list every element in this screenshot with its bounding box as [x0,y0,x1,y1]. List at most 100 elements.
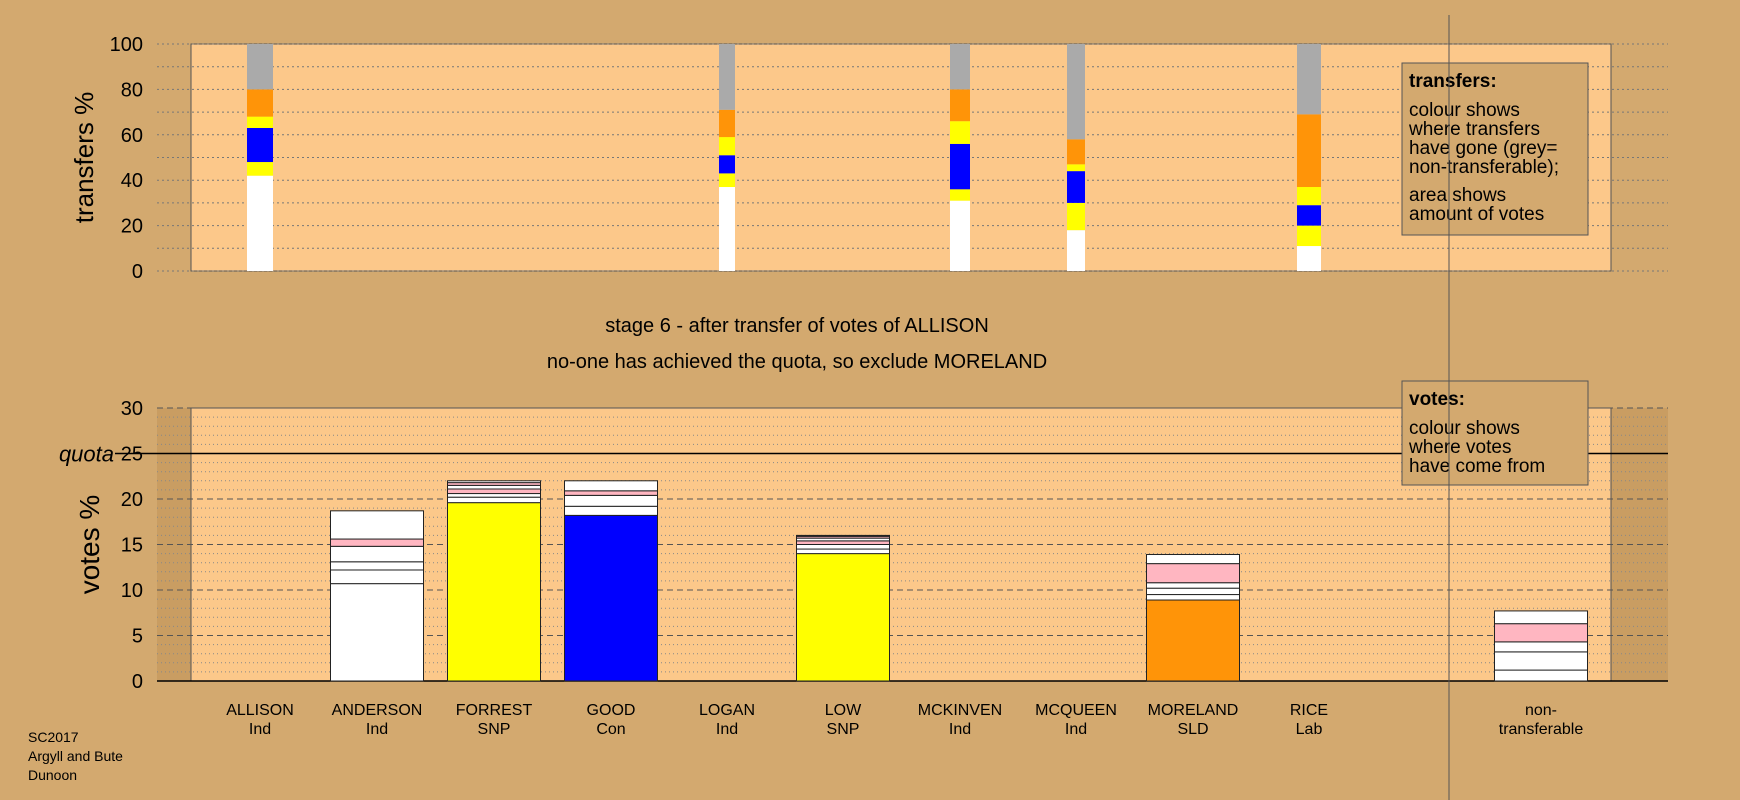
transfers-y-tick-label: 80 [121,79,143,101]
vote-segment [796,540,890,545]
votes-y-tick-label: 15 [121,535,143,557]
transfer-segment [1067,164,1085,172]
vote-segment [1146,582,1240,589]
vote-segment [447,493,541,498]
vote-segment [1494,669,1588,682]
vote-segment [330,583,424,682]
transfers-legend-line: have gone (grey= [1409,138,1557,159]
transfer-segment [719,137,735,156]
votes-legend-line: have come from [1409,456,1545,477]
transfer-segment [1297,246,1321,271]
vote-segment [447,484,541,490]
candidate-party-label: Ind [716,721,738,738]
vote-segment [447,488,541,495]
transfer-segment [1067,230,1085,271]
candidate-party-label: SLD [1177,721,1208,738]
transfer-segment [1067,139,1085,165]
vote-segment [796,553,890,682]
candidate-name-label: GOOD [587,702,636,719]
transfer-segment [247,89,273,117]
transfer-segment [1297,44,1321,115]
transfer-segment [1297,114,1321,188]
candidate-party-label: transferable [1499,721,1584,738]
candidate-party-label: Ind [949,721,971,738]
footer-line-2: Argyll and Bute [28,748,123,764]
vote-segment [1146,563,1240,584]
transfer-segment [1297,205,1321,226]
votes-y-tick-label: 10 [121,580,143,602]
vote-segment [1146,554,1240,565]
transfers-legend-line: colour shows [1409,100,1520,121]
votes-y-tick-label: 25 [121,444,143,466]
vote-segment [564,490,658,496]
transfers-y-tick-label: 20 [121,216,143,238]
candidate-name-label: MCQUEEN [1035,702,1117,719]
votes-y-tick-label: 20 [121,489,143,511]
vote-segment [447,496,541,504]
transfer-segment [950,200,970,271]
transfers-legend-title: transfers: [1409,71,1497,92]
vote-segment [1146,599,1240,682]
transfers-y-axis-label: transfers % [69,92,99,224]
transfer-segment [719,109,735,138]
vote-segment [796,548,890,555]
vote-segment [330,561,424,571]
footer-line-1: SC2017 [28,729,79,745]
transfer-segment [950,189,970,201]
vote-segment [564,480,658,492]
transfers-legend-line: non-transferable); [1409,157,1559,178]
transfers-legend-line: where transfers [1408,119,1540,140]
transfer-segment [950,89,970,122]
transfers-y-tick-label: 0 [132,261,143,283]
candidate-name-label: MCKINVEN [918,702,1002,719]
vote-segment [330,545,424,563]
candidate-party-label: Ind [1065,721,1087,738]
vote-segment [330,569,424,585]
stage-note: no-one has achieved the quota, so exclud… [547,351,1047,373]
votes-legend-title: votes: [1409,389,1465,410]
vote-segment [1146,594,1240,601]
candidate-party-label: SNP [478,721,511,738]
transfer-segment [1067,171,1085,203]
candidate-name-label: LOGAN [699,702,755,719]
candidate-name-label: ANDERSON [332,702,423,719]
candidate-name-label: LOW [825,702,862,719]
transfer-segment [719,187,735,271]
vote-segment [796,544,890,550]
transfer-segment [247,162,273,176]
transfer-segment [1067,44,1085,140]
transfer-segment [719,155,735,174]
vote-segment [564,494,658,507]
votes-y-tick-label: 30 [121,398,143,420]
vote-segment [447,502,541,682]
candidate-party-label: Ind [366,721,388,738]
votes-y-tick-label: 5 [132,626,143,648]
transfers-legend-line: area shows [1409,185,1506,206]
candidate-name-label: FORREST [456,702,533,719]
transfer-segment [719,44,735,110]
stage-title: stage 6 - after transfer of votes of ALL… [605,315,989,337]
votes-legend-line: colour shows [1409,418,1520,439]
candidate-party-label: Con [596,721,625,738]
quota-label: quota [59,442,114,467]
transfer-segment [1297,187,1321,206]
transfer-segment [950,44,970,90]
transfer-segment [247,127,273,163]
candidate-name-label: RICE [1290,702,1328,719]
transfer-segment [1297,225,1321,247]
votes-legend-line: where votes [1408,437,1511,458]
transfer-segment [247,116,273,128]
vote-segment [564,505,658,516]
votes-legend-box [1401,380,1589,486]
vote-segment [447,480,541,484]
vote-segment [1494,641,1588,653]
candidate-name-label: MORELAND [1148,702,1239,719]
transfers-y-tick-label: 40 [121,170,143,192]
candidate-party-label: Lab [1296,721,1323,738]
vote-segment [330,538,424,547]
vote-segment [330,510,424,540]
candidate-party-label: Ind [249,721,271,738]
candidate-name-label: non- [1525,702,1557,719]
